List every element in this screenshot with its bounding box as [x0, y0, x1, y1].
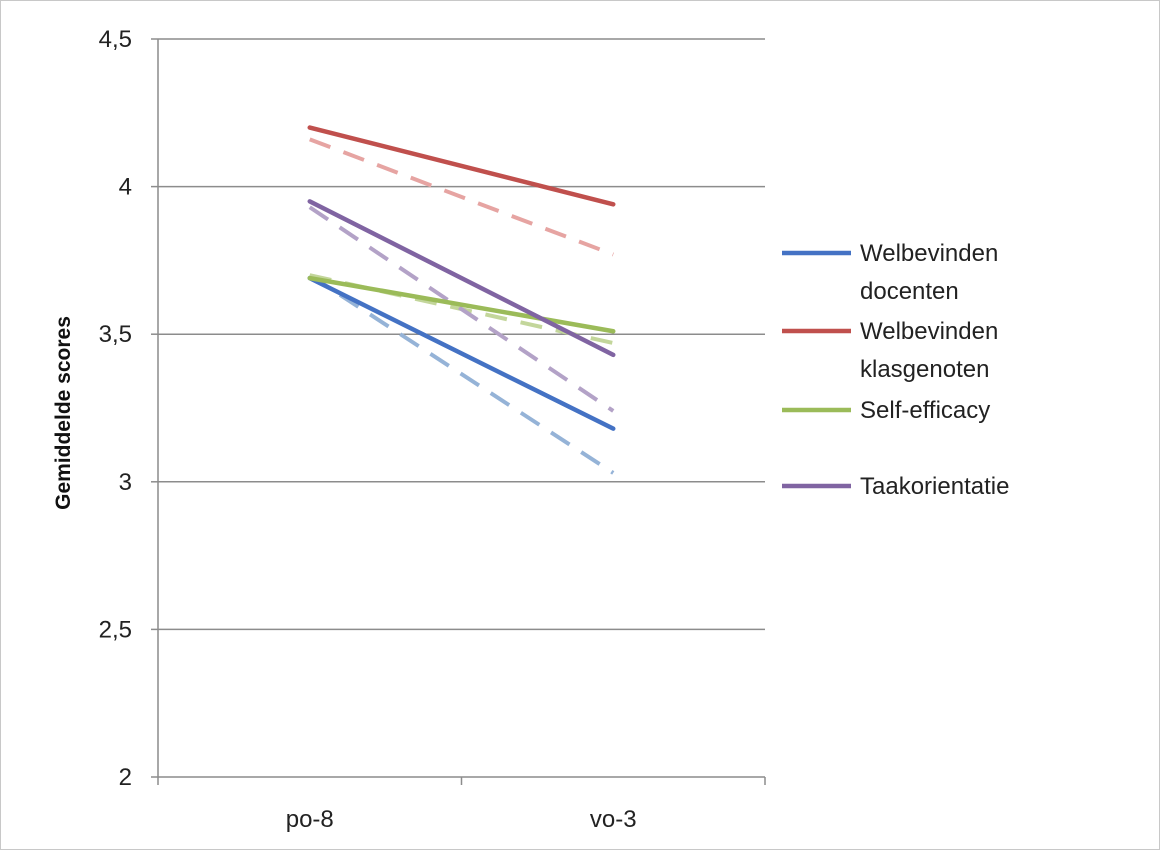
tick-labels: 2 2,5 3 3,5 4 4,5 po-8 vo-3	[99, 26, 637, 833]
y-tick-label: 4,5	[99, 26, 132, 53]
series-lines	[307, 125, 616, 431]
y-tick-label: 3,5	[99, 321, 132, 348]
y-axis-title: Gemiddelde scores	[52, 316, 75, 510]
legend-label: docenten	[860, 278, 959, 305]
gridlines	[158, 38, 765, 631]
x-tick-label: po-8	[286, 806, 334, 833]
y-tick-label: 2	[119, 764, 132, 791]
dashed-series-line	[308, 205, 615, 413]
series-line	[307, 275, 616, 334]
x-tick-label: vo-3	[590, 806, 637, 833]
legend-label: Welbevinden	[860, 240, 998, 267]
legend-label: Welbevinden	[860, 318, 998, 345]
y-tick-label: 3	[119, 469, 132, 496]
dashed-series-line	[308, 273, 615, 475]
dashed-series-line	[309, 137, 614, 257]
legend-label: Taakorientatie	[860, 473, 1009, 500]
legend: Welbevinden docenten Welbevinden klasgenote…	[782, 240, 1009, 500]
legend-label: klasgenoten	[860, 356, 989, 383]
axes	[151, 38, 766, 785]
legend-label: Self-efficacy	[860, 397, 990, 424]
series-line	[307, 275, 616, 431]
y-tick-label: 4	[119, 174, 132, 201]
series-line	[307, 125, 616, 207]
series-line	[307, 199, 616, 358]
y-tick-label: 2,5	[99, 616, 132, 643]
